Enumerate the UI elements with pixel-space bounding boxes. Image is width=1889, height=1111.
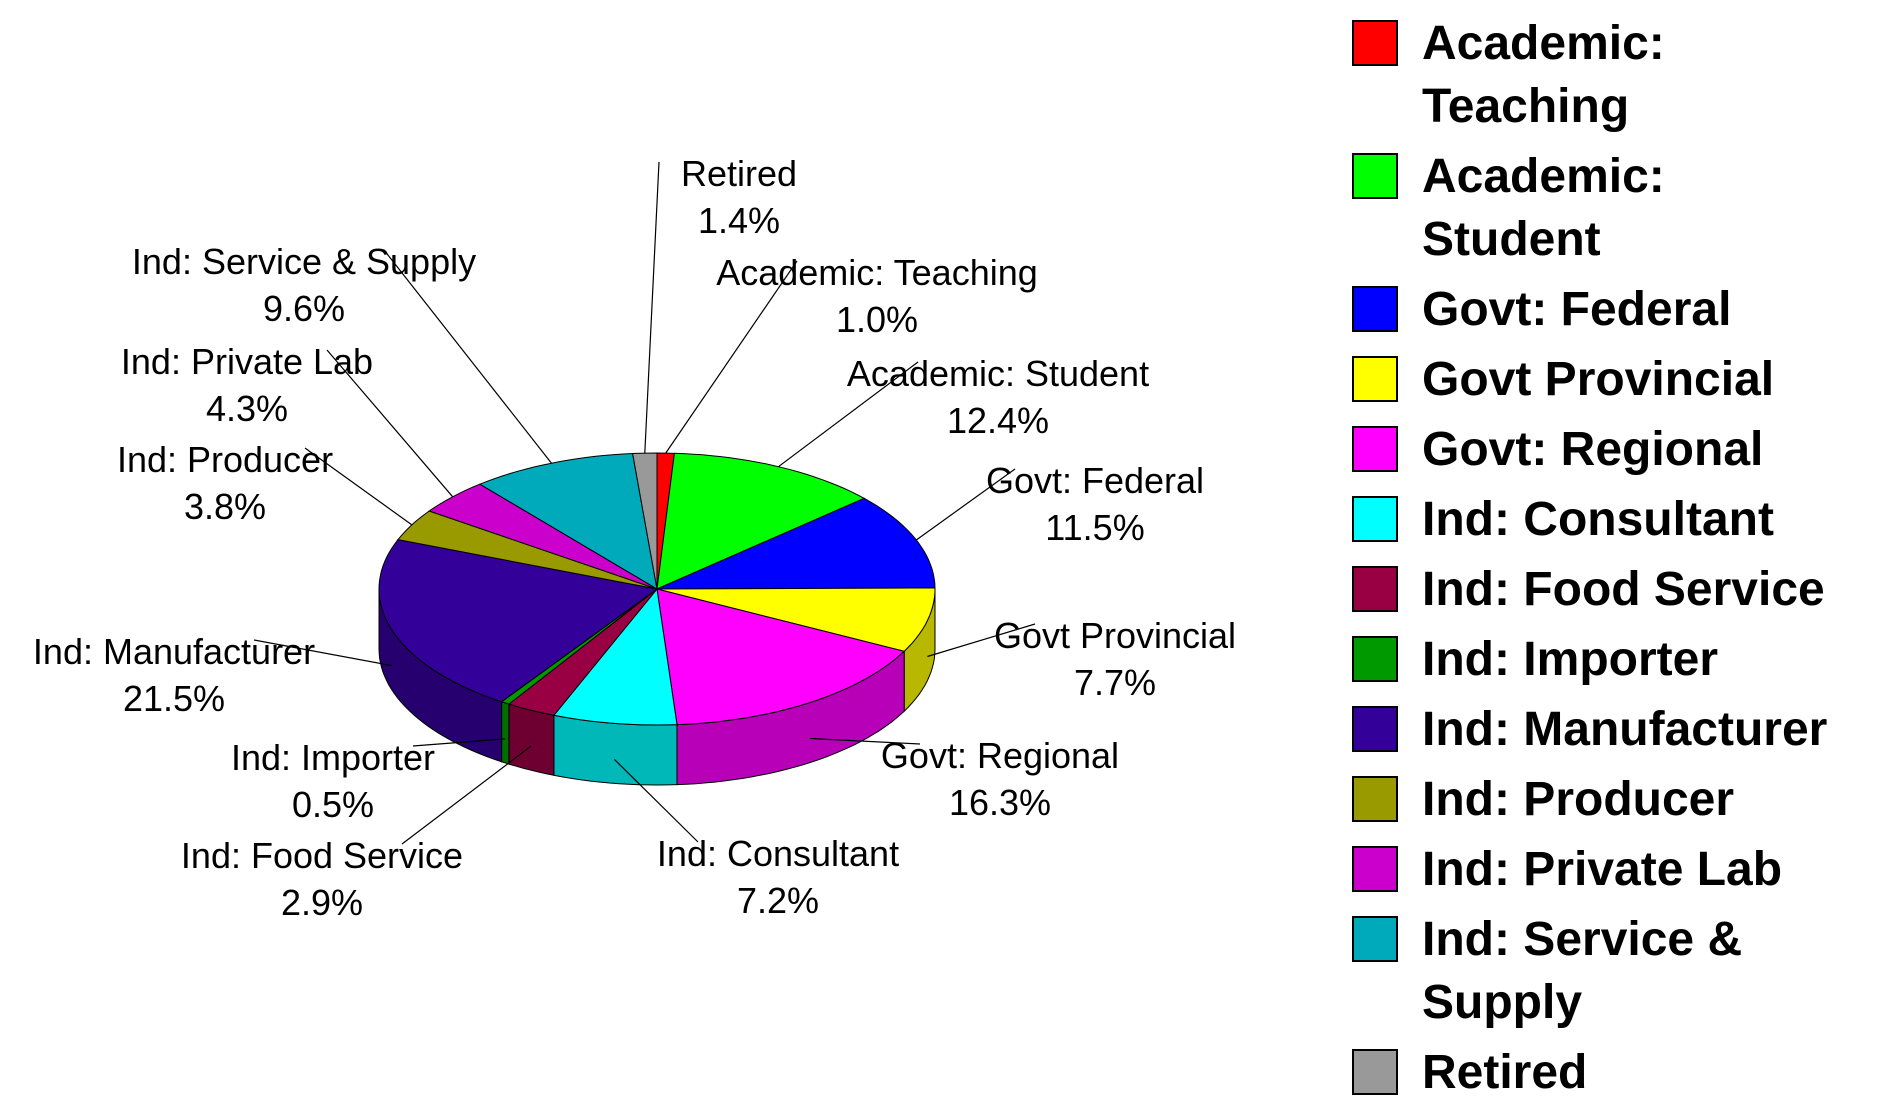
legend-entry: Ind: Importer — [1352, 628, 1852, 691]
slice-side — [508, 703, 555, 776]
slice-value: 16.3% — [949, 782, 1051, 823]
legend-entry: Ind: Private Lab — [1352, 838, 1852, 901]
slice-label: Govt: Regional — [881, 735, 1119, 776]
slice-value: 9.6% — [263, 288, 345, 329]
slice-value: 4.3% — [206, 388, 288, 429]
legend-entry: Ind: Producer — [1352, 768, 1852, 831]
legend-swatch — [1352, 153, 1398, 199]
slice-value: 11.5% — [1045, 507, 1144, 548]
slice — [507, 588, 658, 716]
slice-label: Academic: Teaching — [716, 252, 1038, 293]
leader-line — [401, 745, 532, 845]
leader-line — [304, 447, 413, 526]
leader-line — [326, 349, 454, 498]
legend-entry: Govt Provincial — [1352, 348, 1852, 411]
slice-label: Ind: Importer — [231, 737, 435, 778]
legend-label: Ind: Private Lab — [1422, 843, 1783, 896]
slice-label: Govt: Federal — [986, 460, 1204, 501]
leader-line — [778, 361, 919, 468]
legend-label: Academic: Student — [1422, 150, 1665, 266]
slice — [378, 539, 659, 703]
legend-swatch — [1352, 356, 1398, 402]
legend-label: Ind: Consultant — [1422, 493, 1774, 546]
slice-value: 12.4% — [947, 400, 1049, 441]
legend-swatch — [1352, 566, 1398, 612]
leader-line — [927, 623, 1036, 658]
legend-entry: Academic: Student — [1352, 145, 1852, 271]
slice-label: Ind: Producer — [117, 439, 333, 480]
leader-line — [613, 758, 699, 843]
slice-side — [501, 701, 510, 765]
legend-entry: Ind: Food Service — [1352, 558, 1852, 621]
slice-label: Retired — [681, 153, 797, 194]
slice-value: 1.0% — [836, 299, 918, 340]
chart: Academic: Teaching 1.0% Academic: Student 1… — [33, 153, 1236, 923]
slice-value: 21.5% — [123, 678, 225, 719]
leader-line — [810, 737, 921, 745]
slice-value: 7.2% — [737, 880, 819, 921]
legend-entry: Govt: Federal — [1352, 278, 1852, 341]
slice-value: 0.5% — [292, 784, 374, 825]
slice-side — [553, 714, 678, 786]
legend: Academic: Teaching Academic: Student Govt:… — [1352, 12, 1852, 1111]
legend-label: Academic: Teaching — [1422, 17, 1665, 133]
slice-label: Ind: Private Lab — [121, 341, 373, 382]
slice-label: Academic: Student — [847, 353, 1149, 394]
legend-swatch — [1352, 776, 1398, 822]
leader-line — [915, 468, 1016, 541]
legend-entry: Govt: Regional — [1352, 418, 1852, 481]
leader-line — [665, 260, 798, 454]
slice — [552, 587, 678, 726]
legend-label: Govt: Federal — [1422, 283, 1732, 336]
legend-label: Ind: Food Service — [1422, 563, 1825, 616]
legend-swatch — [1352, 916, 1398, 962]
legend-entry: Ind: Service & Supply — [1352, 908, 1852, 1034]
legend-entry: Ind: Manufacturer — [1352, 698, 1852, 761]
legend-label: Govt Provincial — [1422, 353, 1775, 406]
legend-entry: Retired — [1352, 1041, 1852, 1104]
slice — [632, 452, 658, 590]
legend-swatch — [1352, 706, 1398, 752]
legend-swatch — [1352, 1049, 1398, 1095]
legend-swatch — [1352, 426, 1398, 472]
legend-swatch — [1352, 496, 1398, 542]
legend-label: Retired — [1422, 1046, 1588, 1099]
slice-value: 2.9% — [281, 882, 363, 923]
leader-line — [412, 738, 506, 747]
legend-entry: Academic: Teaching — [1352, 12, 1852, 138]
legend-label: Ind: Importer — [1422, 633, 1718, 686]
leader-line — [253, 639, 392, 667]
legend-label: Govt: Regional — [1422, 423, 1764, 476]
legend-swatch — [1352, 286, 1398, 332]
legend-swatch — [1352, 636, 1398, 682]
slice-label: Ind: Consultant — [657, 833, 899, 874]
slice — [656, 587, 936, 652]
legend-label: Ind: Service & Supply — [1422, 913, 1743, 1029]
slice-value: 7.7% — [1074, 662, 1156, 703]
leader-line — [644, 161, 660, 454]
legend-label: Ind: Producer — [1422, 773, 1735, 826]
slice-value: 3.8% — [184, 486, 266, 527]
slice-value: 1.4% — [698, 200, 780, 241]
slice — [656, 588, 906, 726]
leader-line — [383, 249, 552, 464]
legend-label: Ind: Manufacturer — [1422, 703, 1828, 756]
legend-swatch — [1352, 20, 1398, 66]
slice-label: Ind: Manufacturer — [33, 631, 315, 672]
slice-label: Govt Provincial — [994, 615, 1236, 656]
slice-label: Ind: Service & Supply — [132, 241, 476, 282]
legend-entry: Ind: Consultant — [1352, 488, 1852, 551]
slice-label: Ind: Food Service — [181, 835, 463, 876]
legend-swatch — [1352, 846, 1398, 892]
